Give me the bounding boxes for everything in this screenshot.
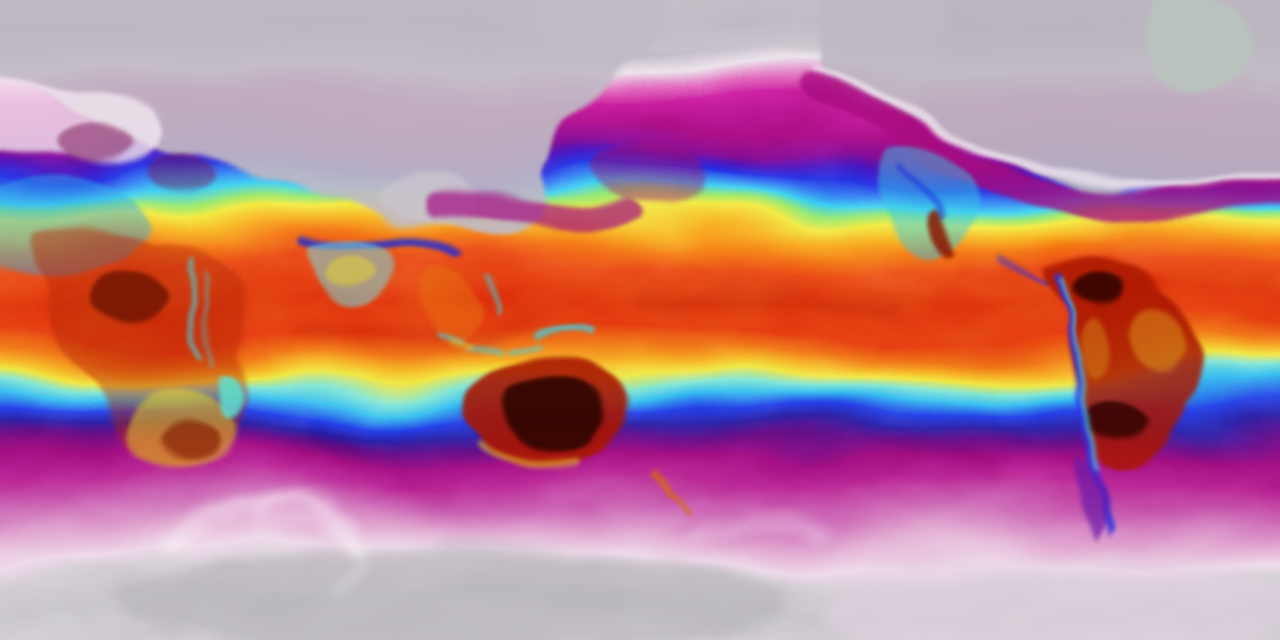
northern-landmasses: [0, 0, 1280, 258]
equatorial-dark-swirl: [631, 286, 909, 319]
storm-swirl: [695, 512, 825, 539]
eurasia-landmass: [0, 0, 664, 230]
australia-south-fringe: [476, 442, 582, 469]
rift-valley-streaks: [189, 255, 216, 362]
tropical-landmasses: [0, 180, 1201, 546]
andes-ridge-cyan: [1063, 278, 1101, 476]
antarctica-pink-patch: [820, 554, 1280, 640]
island-chain: [506, 348, 542, 354]
equatorial-dark-swirl: [292, 318, 548, 347]
new-guinea: [532, 327, 596, 342]
patagonia-cold: [1076, 462, 1105, 546]
europe-cold-patch: [57, 125, 133, 165]
rift-valley-streak: [205, 266, 216, 362]
philippines: [486, 274, 495, 314]
central-america-ridge: [999, 259, 1051, 289]
greenland: [1145, 0, 1255, 92]
india-warm-interior: [324, 254, 380, 290]
indochina-region: [422, 270, 476, 345]
maritime-islands: [430, 274, 596, 354]
australia-hot-core: [509, 380, 602, 452]
africa-hot-core-south: [160, 422, 220, 458]
na-snow-fringe: [817, 65, 1280, 191]
baja-hot-strip: [926, 208, 954, 258]
na-cold-front-magenta: [803, 71, 1280, 222]
himalaya-magenta-ridge: [419, 189, 636, 230]
island-chain: [443, 340, 472, 350]
europe-cold-patch: [146, 155, 214, 189]
madagascar: [216, 371, 241, 417]
island-chain: [464, 346, 502, 354]
brazil-yellow-mottle: [1086, 310, 1186, 380]
brazil-warm-patch: [1086, 320, 1114, 380]
europe-cold-patches: [57, 125, 214, 189]
southern-polar-features: [120, 495, 1280, 640]
antarctica-shade: [120, 545, 780, 640]
brazil-warm-patch: [1134, 310, 1186, 370]
storm-swirl: [245, 501, 357, 529]
equatorial-texture: [292, 239, 947, 347]
amazon-hot-core-north: [1076, 277, 1128, 309]
ne-asia-cold-cell: [598, 144, 702, 200]
us-west-mountain-ridge: [902, 167, 943, 219]
equatorial-bright-swirl: [693, 239, 947, 267]
new-zealand-north-island: [657, 465, 681, 495]
africa-hot-core-north: [86, 274, 170, 326]
rift-valley-streak: [189, 255, 205, 355]
amazon-hot-core-south: [1088, 405, 1148, 445]
new-zealand: [657, 465, 695, 517]
new-zealand-south-island: [677, 489, 695, 517]
